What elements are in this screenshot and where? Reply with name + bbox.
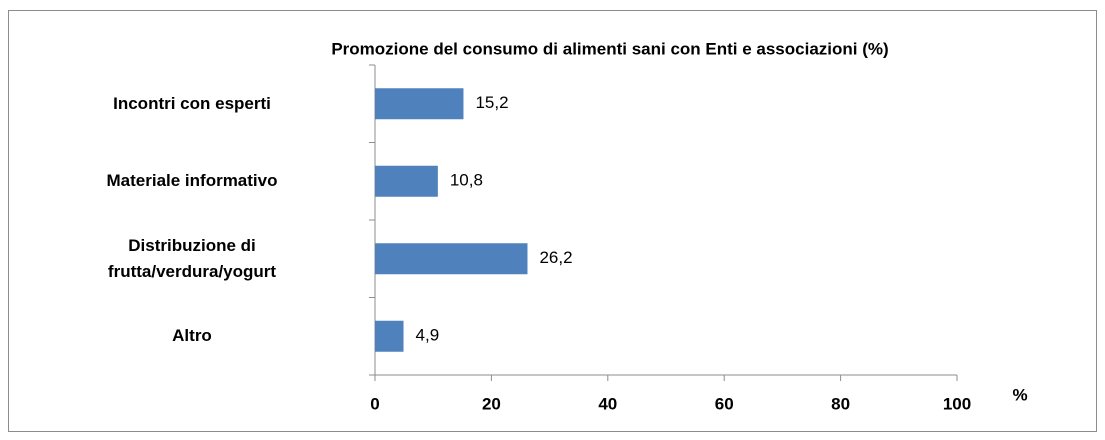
value-label: 26,2 xyxy=(539,248,572,267)
y-tick-label: Distribuzione di frutta/verdura/yogurt xyxy=(107,235,277,281)
chart-title: Promozione del consumo di alimenti sani … xyxy=(331,39,888,58)
x-tick-label: 40 xyxy=(598,394,617,413)
y-tick-label: Incontri con esperti xyxy=(113,93,271,113)
y-tick-label: Materiale informativo xyxy=(106,171,278,191)
x-tick-label: 100 xyxy=(943,394,971,413)
value-label: 15,2 xyxy=(475,93,508,112)
x-tick-label: 20 xyxy=(482,394,501,413)
x-tick-label: 80 xyxy=(831,394,850,413)
bar xyxy=(375,243,528,275)
bar xyxy=(375,165,438,197)
bar xyxy=(375,88,464,120)
chart-border xyxy=(8,10,1097,432)
value-label: 4,9 xyxy=(416,326,440,345)
y-tick-label: Altro xyxy=(172,326,212,346)
bar xyxy=(375,320,404,352)
x-tick-label: 60 xyxy=(715,394,734,413)
value-label: 10,8 xyxy=(450,171,483,190)
x-tick-label: 0 xyxy=(370,394,379,413)
x-axis-label: % xyxy=(1012,385,1027,404)
